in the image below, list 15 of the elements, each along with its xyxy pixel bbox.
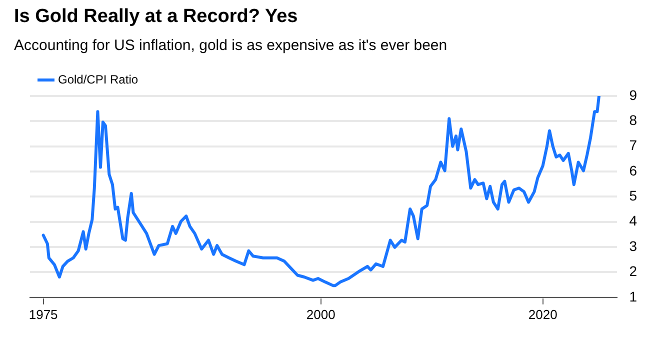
y-tick-label: 4 [629,212,638,229]
y-tick-label: 5 [629,188,638,204]
x-tick-label: 2020 [528,306,558,322]
x-tick-label: 1975 [28,306,58,322]
y-tick-label: 3 [629,238,638,254]
chart-title: Is Gold Really at a Record? Yes [14,6,298,28]
x-tick-label: 2000 [306,306,336,322]
legend-label: Gold/CPI Ratio [58,72,138,86]
y-tick-label: 1 [629,288,638,304]
y-tick-label: 8 [629,112,638,128]
y-tick-label: 7 [629,137,638,154]
y-tick-label: 9 [629,86,638,103]
y-tick-label: 2 [629,263,638,280]
y-tick-label: 6 [629,162,638,178]
chart-subtitle: Accounting for US inflation, gold is as expensive as it's ever been [14,37,448,54]
